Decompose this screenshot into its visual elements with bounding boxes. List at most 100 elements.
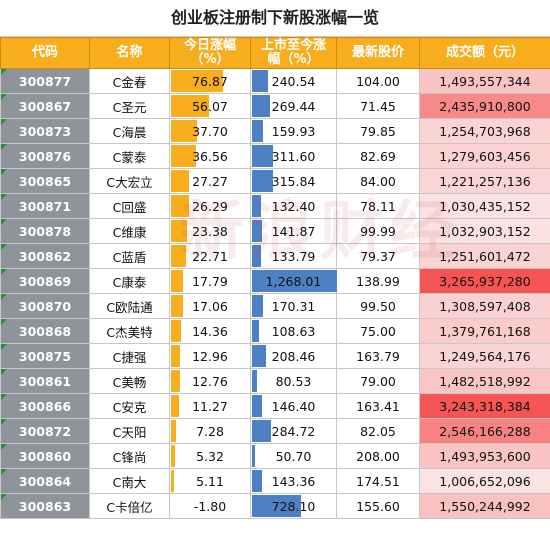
turnover-cell: 1,308,597,408: [419, 293, 550, 319]
latest-price-cell-text: 79.85: [360, 123, 396, 139]
latest-price-cell: 84.00: [336, 168, 420, 194]
stock-name-cell-text: C天阳: [112, 424, 147, 440]
since-listing-change-cell: 269.44: [250, 93, 337, 119]
since-listing-change-cell-text: 133.79: [271, 248, 316, 264]
stock-name-cell-text: C南大: [112, 474, 147, 490]
table-row: 300878 C维康 23.38 141.87 99.99 1,032,903,152: [0, 218, 550, 244]
stock-name-cell-text: C金春: [112, 74, 147, 90]
turnover-cell-text: 1,221,257,136: [439, 173, 531, 189]
stock-code-cell-text: 300878: [18, 223, 72, 239]
today-change-bar: [171, 120, 197, 142]
today-change-bar: [171, 195, 189, 217]
turnover-cell: 2,546,166,288: [419, 418, 550, 444]
turnover-cell: 1,550,244,992: [419, 493, 550, 519]
stock-name-cell-text: C维康: [112, 224, 147, 240]
since-listing-change-cell: 284.72: [250, 418, 337, 444]
turnover-cell-text: 1,279,603,456: [439, 148, 531, 164]
since-listing-change-bar: [252, 270, 337, 292]
stock-code-cell-text: 300873: [18, 123, 72, 139]
stock-code-cell: 300863: [0, 493, 90, 519]
turnover-cell: 1,251,601,472: [419, 243, 550, 269]
today-change-bar: [171, 70, 223, 92]
since-listing-change-bar: [252, 495, 301, 517]
stock-code-cell-text: 300865: [18, 173, 72, 189]
table-row: 300871 C回盛 26.29 132.40 78.11 1,030,435,152: [0, 193, 550, 219]
table-title: 创业板注册制下新股涨幅一览: [0, 0, 550, 37]
stock-code-cell: 300864: [0, 468, 90, 494]
today-change-cell: 26.29: [169, 193, 251, 219]
stock-name-cell: C卡倍亿: [89, 493, 170, 519]
today-change-cell-text: 12.96: [192, 348, 228, 364]
stock-code-cell: 300873: [0, 118, 90, 144]
since-listing-change-cell-text: 80.53: [275, 373, 312, 389]
today-change-cell-text: 36.56: [192, 148, 228, 164]
table-row: 300868 C杰美特 14.36 108.63 75.00 1,379,761,168: [0, 318, 550, 344]
today-change-cell-text: 14.36: [192, 323, 228, 339]
stock-name-cell: C大宏立: [89, 168, 170, 194]
latest-price-cell: 163.79: [336, 343, 420, 369]
today-change-cell-text: -1.80: [193, 498, 227, 514]
turnover-cell-text: 1,493,557,344: [439, 73, 531, 89]
latest-price-cell: 82.69: [336, 143, 420, 169]
since-listing-change-cell-text: 50.70: [275, 448, 312, 464]
header-turnover: 成交额（元）: [419, 37, 550, 69]
latest-price-cell: 104.00: [336, 68, 420, 94]
today-change-cell: 22.71: [169, 243, 251, 269]
latest-price-cell-text: 79.00: [360, 373, 396, 389]
since-listing-change-bar: [252, 245, 261, 267]
since-listing-change-cell: 728.10: [250, 493, 337, 519]
turnover-cell: 1,254,703,968: [419, 118, 550, 144]
stock-code-cell: 300870: [0, 293, 90, 319]
header-latest-price: 最新股价: [336, 37, 420, 69]
since-listing-change-bar: [252, 70, 269, 92]
since-listing-change-bar: [252, 170, 274, 192]
stock-code-cell: 300860: [0, 443, 90, 469]
header-today-line2: （%）: [190, 52, 230, 67]
latest-price-cell-text: 155.60: [356, 498, 400, 514]
table-row: 300866 C安克 11.27 146.40 163.41 3,243,318,384: [0, 393, 550, 419]
turnover-cell-text: 1,308,597,408: [439, 298, 531, 314]
since-listing-change-bar: [252, 370, 258, 392]
since-listing-change-bar: [252, 470, 262, 492]
turnover-cell-text: 1,379,761,168: [439, 323, 531, 339]
stock-code-cell-text: 300872: [18, 423, 72, 439]
stock-name-cell: C金春: [89, 68, 170, 94]
latest-price-cell: 163.41: [336, 393, 420, 419]
latest-price-cell: 79.37: [336, 243, 420, 269]
table-body: 300877 C金春 76.87 240.54 104.00 1,493,557,344 3…: [0, 68, 550, 519]
header-name: 名称: [89, 37, 170, 69]
today-change-cell: 5.32: [169, 443, 251, 469]
latest-price-cell-text: 99.50: [360, 298, 396, 314]
stock-code-cell-text: 300870: [18, 298, 72, 314]
turnover-cell: 1,482,518,992: [419, 368, 550, 394]
table-row: 300870 C欧陆通 17.06 170.31 99.50 1,308,597,408: [0, 293, 550, 319]
stock-name-cell: C蓝盾: [89, 243, 170, 269]
today-change-cell: 14.36: [169, 318, 251, 344]
stock-code-cell-text: 300864: [18, 473, 72, 489]
stock-code-cell: 300862: [0, 243, 90, 269]
stock-code-cell: 300868: [0, 318, 90, 344]
ipo-gain-table: 代码 名称 今日涨幅 （%） 上市至今涨 幅（%） 最新股价 成交额（元） 30…: [0, 37, 550, 519]
since-listing-change-bar: [252, 95, 271, 117]
since-listing-change-bar: [252, 145, 273, 167]
today-change-bar: [171, 395, 179, 417]
table-row: 300872 C天阳 7.28 284.72 82.05 2,546,166,288: [0, 418, 550, 444]
since-listing-change-cell: 240.54: [250, 68, 337, 94]
header-row: 代码 名称 今日涨幅 （%） 上市至今涨 幅（%） 最新股价 成交额（元）: [0, 37, 550, 69]
stock-code-cell-text: 300876: [18, 148, 72, 164]
today-change-bar: [171, 370, 180, 392]
today-change-cell-text: 37.70: [192, 123, 228, 139]
since-listing-change-cell: 1,268.01: [250, 268, 337, 294]
today-change-bar: [171, 145, 196, 167]
latest-price-cell: 155.60: [336, 493, 420, 519]
today-change-cell: 36.56: [169, 143, 251, 169]
header-today-change: 今日涨幅 （%）: [169, 37, 251, 69]
latest-price-cell-text: 78.11: [360, 198, 396, 214]
stock-name-cell: C海晨: [89, 118, 170, 144]
stock-name-cell: C蒙泰: [89, 143, 170, 169]
since-listing-change-cell: 159.93: [250, 118, 337, 144]
stock-code-cell: 300869: [0, 268, 90, 294]
stock-code-cell: 300878: [0, 218, 90, 244]
stock-name-cell-text: C安克: [112, 399, 147, 415]
stock-name-cell-text: C杰美特: [106, 324, 153, 340]
